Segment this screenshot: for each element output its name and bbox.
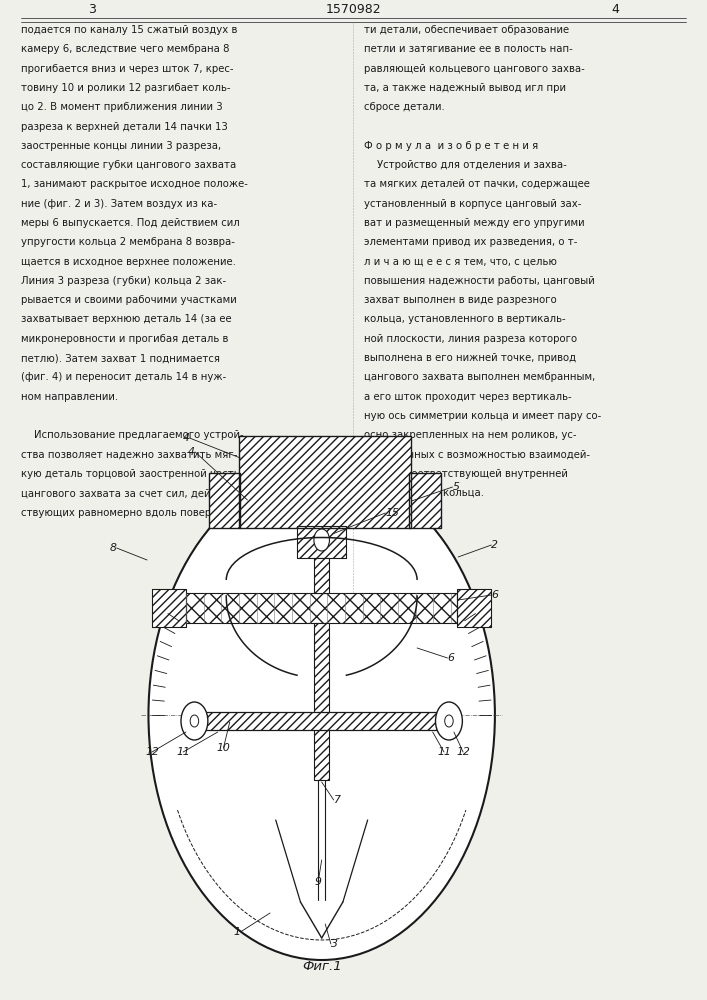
Text: 2: 2 (491, 540, 498, 550)
Text: разреза к верхней детали 14 пачки 13: разреза к верхней детали 14 пачки 13 (21, 121, 228, 131)
Bar (314, 623, 329, 780)
Text: упругости кольца 2 мембрана 8 возвра-: упругости кольца 2 мембрана 8 возвра- (21, 237, 235, 247)
Text: рывается и своими рабочими участками: рывается и своими рабочими участками (21, 295, 237, 305)
Text: 10: 10 (216, 743, 230, 753)
Text: ства позволяет надежно захватить мяг-: ства позволяет надежно захватить мяг- (21, 450, 238, 460)
Text: 6: 6 (448, 653, 455, 663)
Text: Линия 3 разреза (губки) кольца 2 зак-: Линия 3 разреза (губки) кольца 2 зак- (21, 276, 226, 286)
Text: щается в исходное верхнее положение.: щается в исходное верхнее положение. (21, 257, 236, 267)
Circle shape (314, 529, 329, 551)
Text: 1, занимают раскрытое исходное положе-: 1, занимают раскрытое исходное положе- (21, 179, 248, 189)
Bar (186, 593, 457, 623)
Text: поверхностью кольца.: поверхностью кольца. (364, 488, 484, 498)
Bar (297, 526, 346, 558)
Text: (фиг. 4) и переносит деталь 14 в нуж-: (фиг. 4) и переносит деталь 14 в нуж- (21, 372, 226, 382)
Text: 4: 4 (182, 433, 189, 443)
Text: 9: 9 (315, 877, 322, 887)
Text: ват и размещенный между его упругими: ват и размещенный между его упругими (364, 218, 585, 228)
Text: петли и затягивание ее в полость нап-: петли и затягивание ее в полость нап- (364, 44, 573, 54)
Text: ную ось симметрии кольца и имеет пару со-: ную ось симметрии кольца и имеет пару со… (364, 411, 602, 421)
Text: Ф о р м у л а  и з о б р е т е н и я: Ф о р м у л а и з о б р е т е н и я (364, 141, 538, 151)
Text: 4: 4 (611, 3, 619, 16)
Circle shape (445, 715, 453, 727)
Bar (186, 593, 457, 623)
Text: составляющие губки цангового захвата: составляющие губки цангового захвата (21, 160, 236, 170)
Text: ствующих равномерно вдоль поверхнос-: ствующих равномерно вдоль поверхнос- (21, 508, 240, 518)
Circle shape (148, 470, 495, 960)
Circle shape (436, 702, 462, 740)
Text: сбросе детали.: сбросе детали. (364, 102, 445, 112)
Text: 4: 4 (188, 447, 195, 457)
Text: цангового захвата за счет сил, дей-: цангового захвата за счет сил, дей- (21, 488, 214, 498)
Text: повышения надежности работы, цанговый: повышения надежности работы, цанговый (364, 276, 595, 286)
Text: та, а также надежный вывод игл при: та, а также надежный вывод игл при (364, 83, 566, 93)
Text: ние (фиг. 2 и 3). Затем воздух из ка-: ние (фиг. 2 и 3). Затем воздух из ка- (21, 199, 217, 209)
Bar (209, 473, 240, 528)
Bar (152, 589, 186, 627)
Bar (185, 712, 458, 730)
Bar (297, 526, 346, 558)
Text: а его шток проходит через вертикаль-: а его шток проходит через вертикаль- (364, 392, 572, 402)
Text: камеру 6, вследствие чего мембрана 8: камеру 6, вследствие чего мембрана 8 (21, 44, 230, 54)
Text: захватывает верхнюю деталь 14 (за ее: захватывает верхнюю деталь 14 (за ее (21, 314, 232, 324)
Text: 3: 3 (331, 939, 338, 949)
Text: Устройство для отделения и захва-: Устройство для отделения и захва- (364, 160, 567, 170)
Text: Фиг.1: Фиг.1 (302, 960, 341, 974)
Text: цо 2. В момент приближения линии 3: цо 2. В момент приближения линии 3 (21, 102, 223, 112)
Bar (239, 436, 411, 528)
Text: микронеровности и прогибая деталь в: микронеровности и прогибая деталь в (21, 334, 228, 344)
Text: элементами привод их разведения, о т-: элементами привод их разведения, о т- (364, 237, 578, 247)
Bar (314, 558, 329, 593)
Bar (185, 712, 458, 730)
Bar (314, 623, 329, 780)
Text: 8: 8 (110, 543, 117, 553)
Text: кольца, установленного в вертикаль-: кольца, установленного в вертикаль- (364, 314, 566, 324)
Text: осно закрепленных на нем роликов, ус-: осно закрепленных на нем роликов, ус- (364, 430, 577, 440)
Bar (409, 473, 441, 528)
Text: 5: 5 (452, 482, 460, 492)
Text: 11: 11 (176, 747, 190, 757)
Text: захват выполнен в виде разрезного: захват выполнен в виде разрезного (364, 295, 557, 305)
Bar (209, 473, 240, 528)
Text: равляющей кольцевого цангового захва-: равляющей кольцевого цангового захва- (364, 64, 585, 74)
Text: 11: 11 (437, 747, 451, 757)
Text: кую деталь торцовой заостренной частью: кую деталь торцовой заостренной частью (21, 469, 248, 479)
Text: 15: 15 (385, 508, 399, 518)
Text: 3: 3 (88, 3, 96, 16)
Text: товину 10 и ролики 12 разгибает коль-: товину 10 и ролики 12 разгибает коль- (21, 83, 230, 93)
Text: 1: 1 (233, 927, 240, 937)
Circle shape (190, 715, 199, 727)
Text: заостренные концы линии 3 разреза,: заостренные концы линии 3 разреза, (21, 141, 221, 151)
Bar (239, 436, 411, 528)
Text: ной плоскости, линия разреза которого: ной плоскости, линия разреза которого (364, 334, 577, 344)
Text: 7: 7 (334, 795, 341, 805)
Text: Использование предлагаемого устрой-: Использование предлагаемого устрой- (21, 430, 244, 440)
Text: ствия с соответствующей внутренней: ствия с соответствующей внутренней (364, 469, 568, 479)
Text: ти детали, обеспечивает образование: ти детали, обеспечивает образование (364, 25, 569, 35)
Text: 1570982: 1570982 (326, 3, 381, 16)
Text: 6: 6 (491, 590, 498, 600)
Text: цангового захвата выполнен мембранным,: цангового захвата выполнен мембранным, (364, 372, 595, 382)
Text: 12: 12 (145, 747, 159, 757)
Bar (314, 558, 329, 593)
Bar (457, 589, 491, 627)
Text: л и ч а ю щ е е с я тем, что, с целью: л и ч а ю щ е е с я тем, что, с целью (364, 257, 557, 267)
Text: та мягких деталей от пачки, содержащее: та мягких деталей от пачки, содержащее (364, 179, 590, 189)
Text: ном направлении.: ном направлении. (21, 392, 118, 402)
Text: прогибается вниз и через шток 7, крес-: прогибается вниз и через шток 7, крес- (21, 64, 234, 74)
Circle shape (181, 702, 208, 740)
Bar (409, 473, 441, 528)
Text: выполнена в его нижней точке, привод: выполнена в его нижней точке, привод (364, 353, 576, 363)
Text: меры 6 выпускается. Под действием сил: меры 6 выпускается. Под действием сил (21, 218, 240, 228)
Bar (152, 589, 186, 627)
Bar (457, 589, 491, 627)
Text: 12: 12 (456, 747, 470, 757)
Text: подается по каналу 15 сжатый воздух в: подается по каналу 15 сжатый воздух в (21, 25, 238, 35)
Text: тановленных с возможностью взаимодей-: тановленных с возможностью взаимодей- (364, 450, 590, 460)
Text: петлю). Затем захват 1 поднимается: петлю). Затем захват 1 поднимается (21, 353, 220, 363)
Text: установленный в корпусе цанговый зах-: установленный в корпусе цанговый зах- (364, 199, 581, 209)
